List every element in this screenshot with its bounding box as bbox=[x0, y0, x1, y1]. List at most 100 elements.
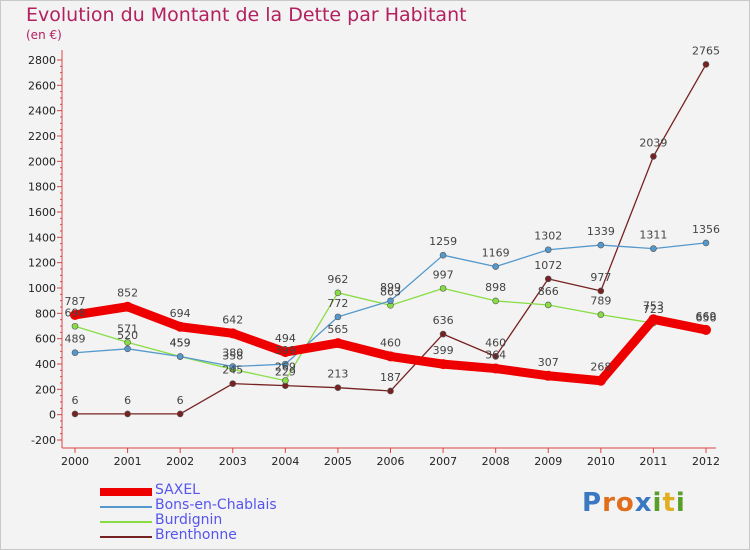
logo-letter: r bbox=[602, 488, 616, 518]
data-point-brenthonne bbox=[544, 275, 552, 283]
data-point-brenthonne bbox=[334, 384, 342, 391]
data-label-bons-en-chablais: 489 bbox=[65, 333, 86, 346]
x-tick-label: 2011 bbox=[639, 455, 667, 468]
data-label-brenthonne: 229 bbox=[275, 366, 296, 379]
x-tick-label: 2012 bbox=[692, 455, 720, 468]
y-tick-label: 2600 bbox=[28, 79, 56, 92]
data-label-saxel: 787 bbox=[65, 295, 86, 308]
data-label-saxel: 307 bbox=[538, 356, 559, 369]
data-point-burdignin bbox=[439, 285, 447, 292]
data-point-brenthonne bbox=[597, 287, 605, 295]
data-label-bons-en-chablais: 399 bbox=[275, 344, 296, 357]
y-tick-label: -200 bbox=[31, 434, 56, 447]
data-label-brenthonne: 636 bbox=[433, 314, 454, 327]
data-label-bons-en-chablais: 520 bbox=[117, 329, 138, 342]
x-tick-label: 2010 bbox=[587, 455, 615, 468]
data-point-saxel bbox=[438, 359, 449, 370]
data-point-saxel bbox=[385, 351, 396, 362]
data-label-bons-en-chablais: 1302 bbox=[534, 230, 562, 243]
data-point-burdignin bbox=[492, 297, 499, 305]
data-label-burdignin: 459 bbox=[170, 337, 191, 350]
x-tick-label: 2001 bbox=[114, 455, 142, 468]
y-tick-label: 2000 bbox=[28, 155, 56, 168]
y-tick-label: 200 bbox=[35, 383, 56, 396]
data-label-bons-en-chablais: 899 bbox=[380, 281, 401, 294]
data-point-brenthonne bbox=[650, 153, 657, 160]
data-point-brenthonne bbox=[439, 330, 447, 338]
x-tick-label: 2002 bbox=[166, 455, 194, 468]
data-label-burdignin: 656 bbox=[696, 312, 717, 325]
data-label-brenthonne: 6 bbox=[72, 394, 79, 407]
data-label-brenthonne: 6 bbox=[124, 394, 131, 407]
x-tick-label: 2007 bbox=[429, 455, 457, 468]
data-label-saxel: 852 bbox=[117, 287, 138, 300]
data-point-bons-en-chablais bbox=[71, 349, 79, 357]
data-label-bons-en-chablais: 459 bbox=[170, 337, 191, 350]
data-label-burdignin: 269 bbox=[275, 361, 296, 374]
data-label-brenthonne: 213 bbox=[327, 368, 348, 381]
data-label-saxel: 753 bbox=[643, 299, 664, 312]
logo-letter: t bbox=[662, 488, 676, 518]
data-label-saxel: 460 bbox=[380, 336, 401, 349]
data-point-burdignin bbox=[544, 301, 552, 309]
chart-title: Evolution du Montant de la Dette par Hab… bbox=[26, 4, 467, 26]
data-point-saxel bbox=[227, 328, 238, 339]
y-tick-label: 600 bbox=[35, 333, 56, 346]
data-point-bons-en-chablais bbox=[282, 360, 289, 368]
data-label-saxel: 494 bbox=[275, 332, 296, 345]
x-tick-label: 2000 bbox=[61, 455, 89, 468]
y-tick-label: 2400 bbox=[28, 105, 56, 118]
data-label-saxel: 565 bbox=[327, 323, 348, 336]
data-point-bons-en-chablais bbox=[124, 345, 131, 353]
data-label-burdignin: 698 bbox=[65, 306, 86, 319]
legend-label-burdignin: Burdignin bbox=[155, 512, 223, 528]
data-label-brenthonne: 187 bbox=[380, 371, 401, 384]
y-tick-label: 0 bbox=[49, 409, 56, 422]
x-tick-label: 2009 bbox=[534, 455, 562, 468]
legend-item-brenthonne: Brenthonne bbox=[100, 527, 360, 544]
y-tick-label: 2800 bbox=[28, 54, 56, 67]
data-point-saxel bbox=[701, 324, 711, 335]
logo-letter: i bbox=[652, 488, 663, 518]
x-tick-label: 2006 bbox=[377, 455, 405, 468]
logo-letter: i bbox=[675, 488, 686, 518]
legend-swatch-brenthonne bbox=[100, 536, 152, 538]
data-label-brenthonne: 460 bbox=[485, 336, 506, 349]
data-label-bons-en-chablais: 1259 bbox=[429, 235, 457, 248]
data-label-saxel: 364 bbox=[485, 349, 506, 362]
data-point-brenthonne bbox=[124, 410, 131, 418]
data-point-bons-en-chablais bbox=[544, 246, 552, 254]
legend-swatch-saxel bbox=[100, 488, 152, 496]
data-point-saxel bbox=[70, 309, 80, 320]
data-label-burdignin: 898 bbox=[485, 281, 506, 294]
x-tick-label: 2003 bbox=[219, 455, 247, 468]
data-point-bons-en-chablais bbox=[176, 353, 184, 360]
data-point-bons-en-chablais bbox=[439, 251, 447, 259]
data-label-burdignin: 863 bbox=[380, 285, 401, 298]
data-point-bons-en-chablais bbox=[334, 313, 342, 321]
data-point-saxel bbox=[490, 363, 501, 374]
chart-subtitle: (en €) bbox=[26, 28, 62, 42]
x-tick-label: 2008 bbox=[482, 455, 510, 468]
y-tick-label: 800 bbox=[35, 307, 56, 320]
data-point-brenthonne bbox=[229, 380, 237, 387]
data-label-brenthonne: 2039 bbox=[639, 136, 667, 149]
proxiti-logo: Proxiti bbox=[582, 488, 686, 518]
legend-swatch-bons-en-chablais bbox=[100, 506, 152, 508]
data-label-bons-en-chablais: 1356 bbox=[692, 223, 720, 236]
y-tick-label: 1800 bbox=[28, 181, 56, 194]
legend-label-brenthonne: Brenthonne bbox=[155, 527, 237, 543]
data-point-bons-en-chablais bbox=[387, 297, 394, 305]
data-point-burdignin bbox=[334, 289, 342, 297]
data-label-brenthonne: 977 bbox=[590, 271, 611, 284]
data-label-bons-en-chablais: 380 bbox=[222, 347, 243, 360]
data-point-burdignin bbox=[282, 377, 289, 384]
legend: SAXEL Bons-en-Chablais Burdignin Brentho… bbox=[100, 482, 360, 544]
data-label-bons-en-chablais: 1311 bbox=[639, 229, 667, 242]
data-point-saxel bbox=[543, 370, 554, 381]
data-point-burdignin bbox=[124, 339, 131, 346]
data-point-bons-en-chablais bbox=[650, 245, 657, 252]
data-label-burdignin: 358 bbox=[222, 349, 243, 362]
